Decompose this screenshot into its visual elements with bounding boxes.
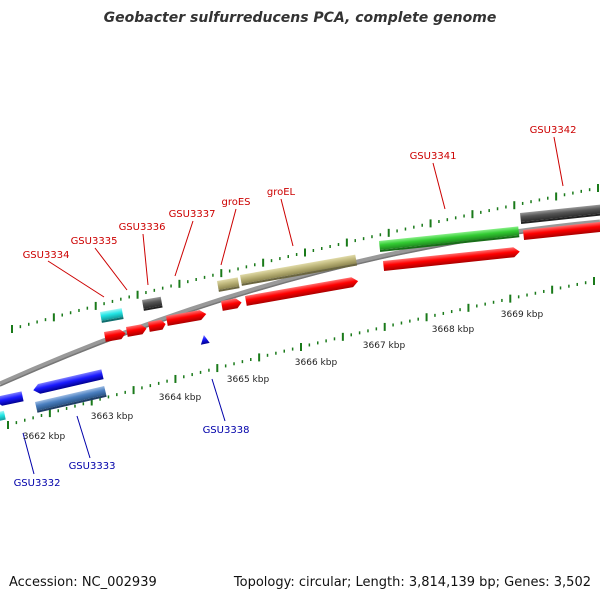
- scale-label-3665: 3665 kbp: [227, 375, 270, 385]
- label-gsu3337[interactable]: GSU3337: [169, 209, 216, 220]
- label-gsu3342[interactable]: GSU3342: [530, 125, 577, 136]
- label-gsu3341[interactable]: GSU3341: [410, 151, 457, 162]
- gene-gsu3332[interactable]: [0, 391, 24, 406]
- gene-red-4[interactable]: [166, 309, 207, 326]
- gene-red-5[interactable]: [221, 298, 242, 311]
- scale-label-3669: 3669 kbp: [501, 310, 544, 320]
- label-gsu3332[interactable]: GSU3332: [14, 478, 61, 489]
- gene-gsu3342[interactable]: [520, 203, 600, 224]
- gene-red-3[interactable]: [148, 319, 166, 332]
- gene-groes[interactable]: [217, 277, 240, 292]
- gene-row-lower: [0, 334, 210, 421]
- footer-summary: Topology: circular; Length: 3,814,139 bp…: [233, 575, 591, 590]
- gene-gsu3333-a[interactable]: [32, 369, 104, 395]
- gene-row-forward: [104, 221, 600, 342]
- gene-red-6[interactable]: [245, 276, 359, 306]
- scale-labels: 3662 kbp 3663 kbp 3664 kbp 3665 kbp 3666…: [23, 310, 544, 442]
- gene-cyan-small[interactable]: [0, 410, 6, 421]
- label-groes[interactable]: groES: [221, 197, 250, 208]
- page-title: Geobacter sulfurreducens PCA, complete g…: [103, 10, 497, 26]
- gene-gsu3341[interactable]: [379, 226, 520, 252]
- gene-red-7[interactable]: [383, 247, 520, 271]
- gene-red-2[interactable]: [126, 324, 147, 337]
- footer-accession: Accession: NC_002939: [9, 575, 157, 590]
- scale-label-3667: 3667 kbp: [363, 341, 406, 351]
- label-groel[interactable]: groEL: [267, 187, 296, 198]
- scale-label-3663: 3663 kbp: [91, 412, 134, 422]
- gene-gsu3334[interactable]: [100, 308, 124, 323]
- scale-label-3668: 3668 kbp: [432, 325, 475, 335]
- label-gsu3334[interactable]: GSU3334: [23, 250, 70, 261]
- gene-gsu3338[interactable]: [199, 334, 210, 345]
- label-gsu3338[interactable]: GSU3338: [203, 425, 250, 436]
- label-gsu3336[interactable]: GSU3336: [119, 222, 166, 233]
- tick-track-lower: [7, 277, 595, 429]
- gene-labels-top: GSU3334 GSU3335 GSU3336 GSU3337 groES gr…: [23, 125, 577, 261]
- scale-label-3664: 3664 kbp: [159, 393, 202, 403]
- label-gsu3333[interactable]: GSU3333: [69, 461, 116, 472]
- callout-lines: [22, 136, 564, 475]
- gene-red-1[interactable]: [104, 328, 126, 342]
- gene-red-8[interactable]: [523, 221, 600, 240]
- scale-label-3666: 3666 kbp: [295, 358, 338, 368]
- gene-groel[interactable]: [240, 254, 358, 286]
- gene-row-upper: [100, 203, 600, 323]
- gene-gsu3336[interactable]: [142, 296, 163, 311]
- tick-track-upper: [11, 184, 599, 333]
- scale-label-3662: 3662 kbp: [23, 432, 66, 442]
- label-gsu3335[interactable]: GSU3335: [71, 236, 118, 247]
- gene-gsu3333[interactable]: [35, 386, 107, 413]
- gene-labels-bottom: GSU3332 GSU3333 GSU3338: [14, 425, 250, 489]
